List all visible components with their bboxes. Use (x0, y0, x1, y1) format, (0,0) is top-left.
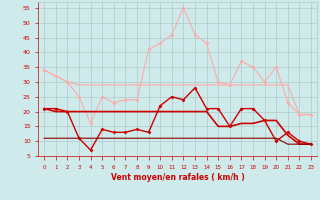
X-axis label: Vent moyen/en rafales ( km/h ): Vent moyen/en rafales ( km/h ) (111, 173, 244, 182)
